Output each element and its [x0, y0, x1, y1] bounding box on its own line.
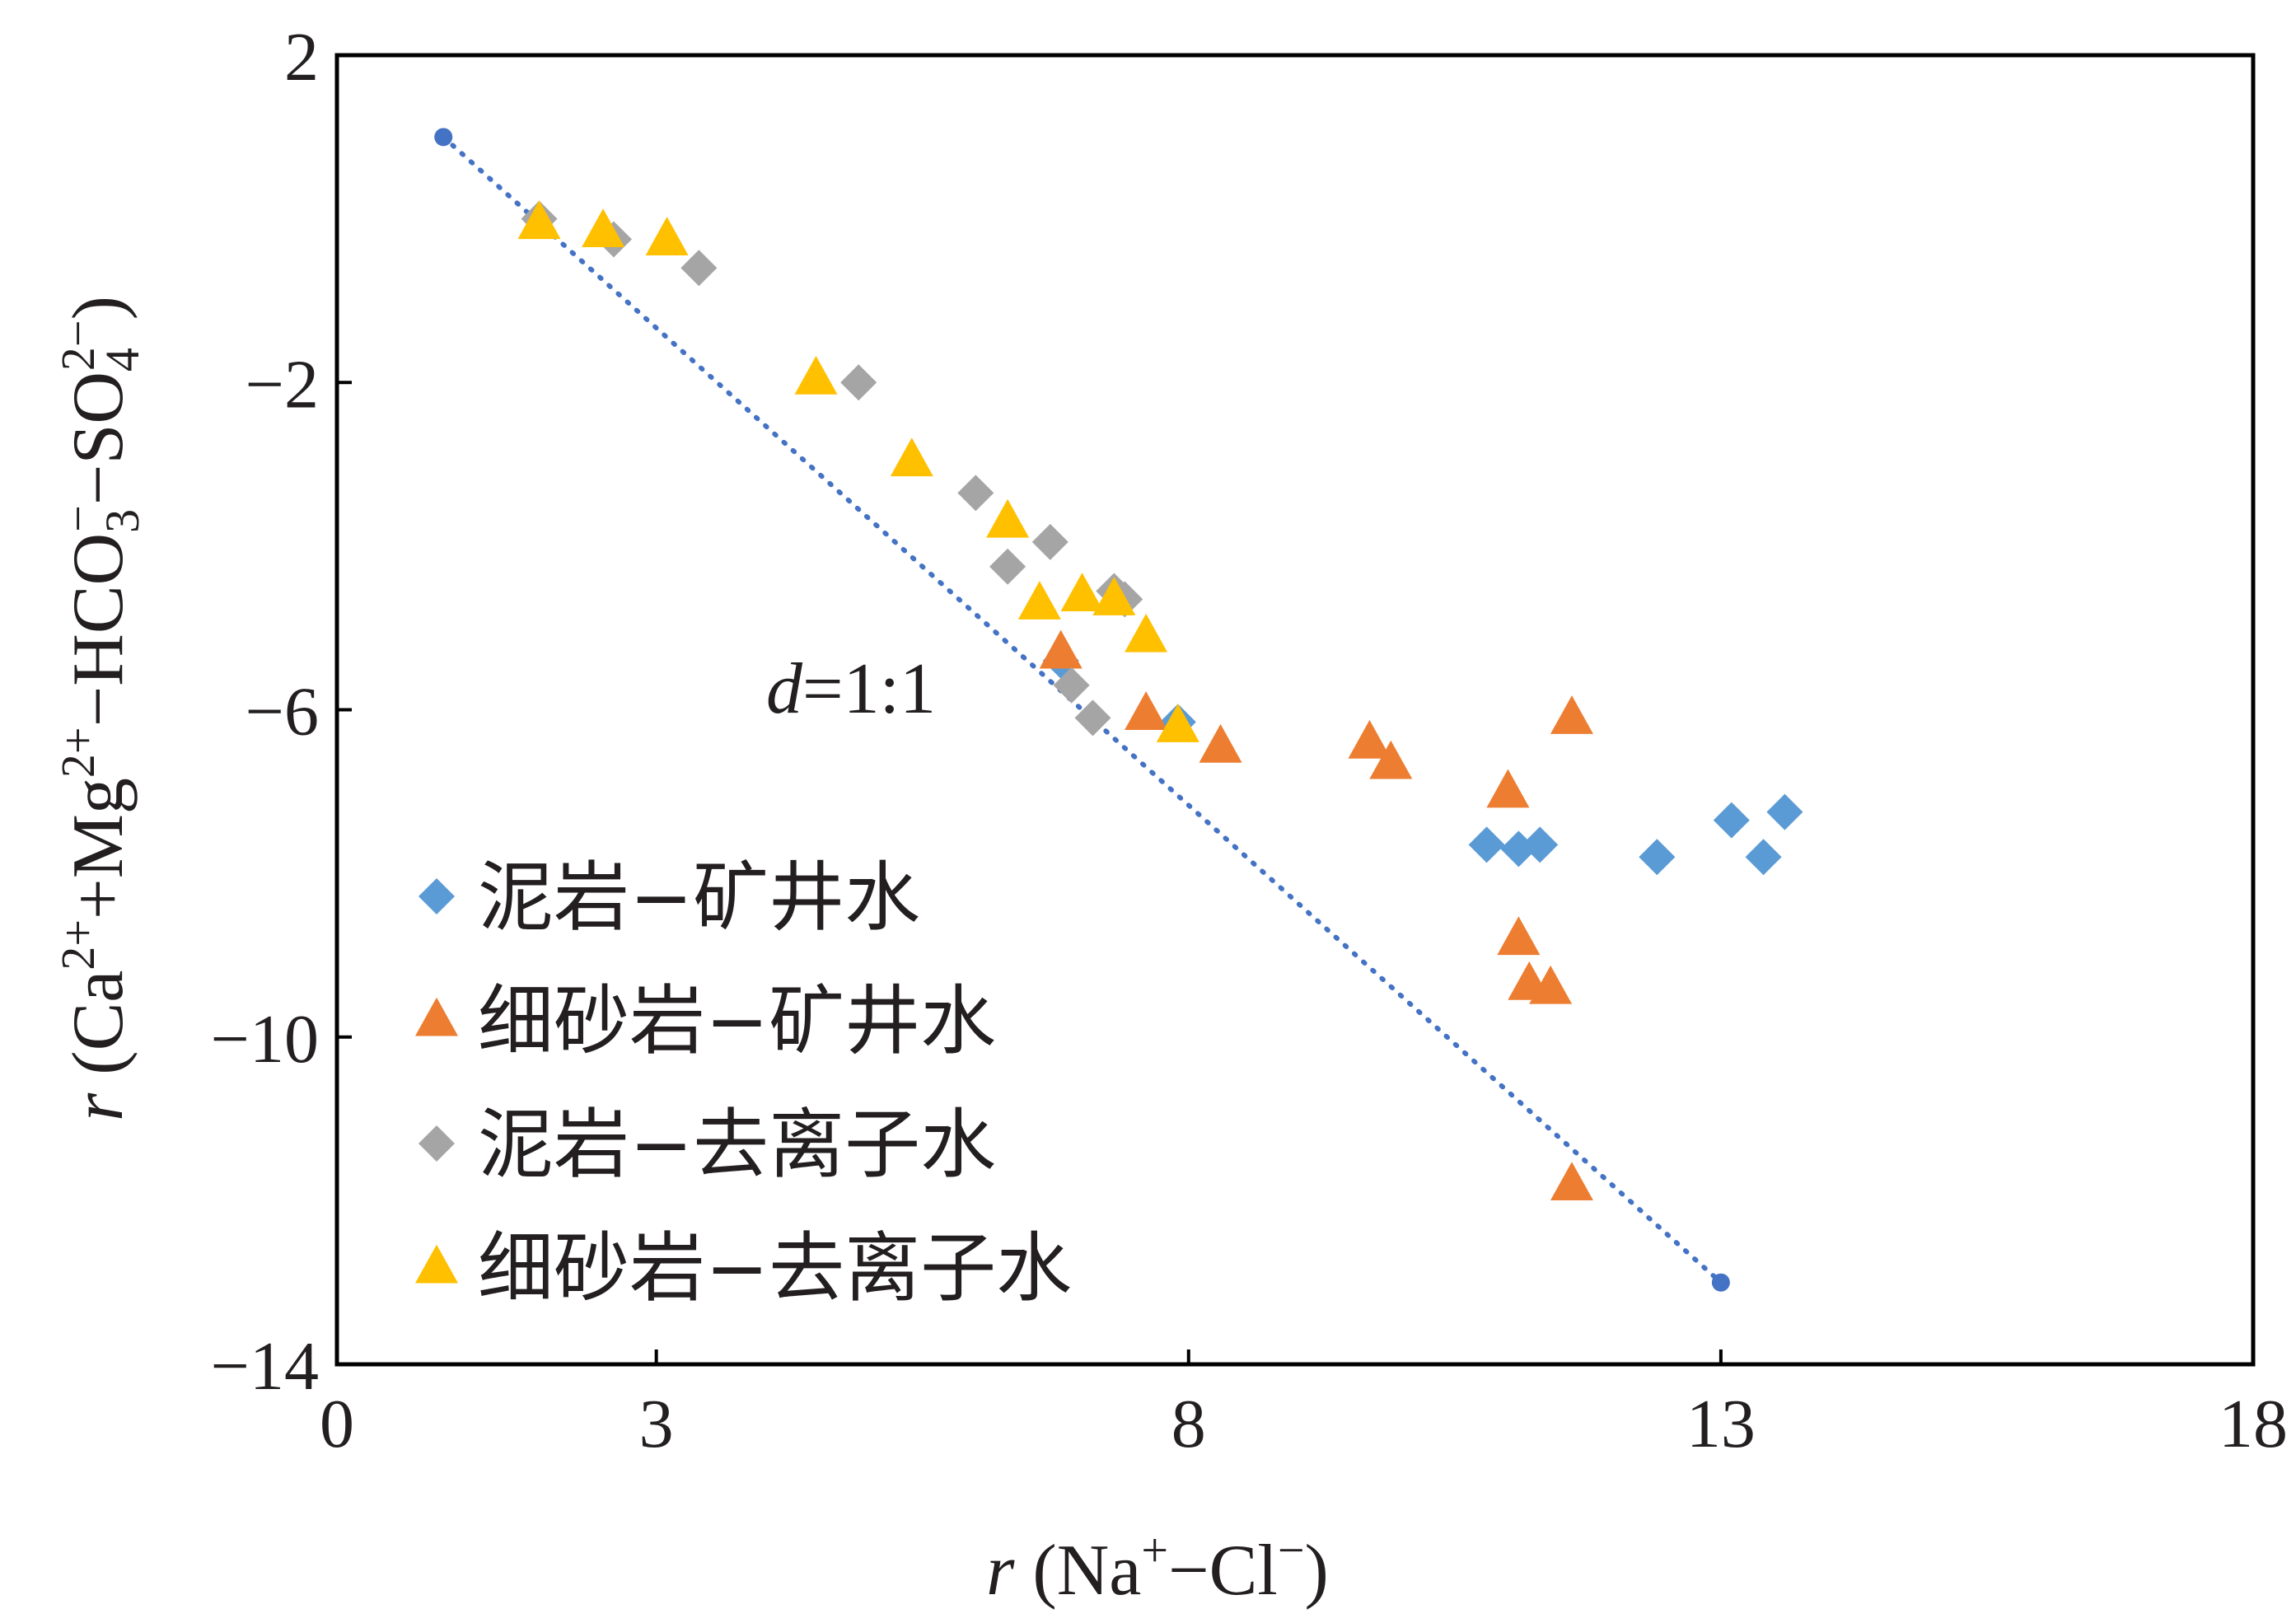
- data-point: [1199, 723, 1242, 763]
- data-point: [1053, 667, 1090, 704]
- y-tick-label: −14: [211, 1328, 319, 1405]
- reference-line-end-point: [1711, 1273, 1730, 1292]
- data-point: [1745, 839, 1782, 876]
- legend-label: 泥岩−矿井水: [478, 854, 920, 942]
- y-axis: 2 −2 −6 −10 −14: [211, 19, 352, 1405]
- x-tick-label: 8: [1171, 1386, 1206, 1462]
- legend-label: 泥岩−去离子水: [478, 1101, 996, 1189]
- reference-line-label-rest: =1:1: [802, 649, 936, 729]
- legend-marker: [415, 1244, 458, 1284]
- data-point: [989, 548, 1026, 585]
- reference-line: [441, 134, 1723, 1285]
- data-point: [1017, 581, 1061, 620]
- legend-marker: [415, 997, 458, 1036]
- data-point: [1348, 719, 1391, 759]
- data-point: [680, 250, 718, 287]
- data-point: [1550, 695, 1593, 734]
- data-point: [1369, 740, 1413, 779]
- reference-line-label: d=1:1: [766, 649, 936, 729]
- data-points-layer: [517, 200, 1803, 1201]
- data-point: [840, 364, 877, 401]
- data-point: [1039, 629, 1083, 669]
- data-point: [1031, 523, 1069, 560]
- legend-label: 细砂岩−矿井水: [478, 977, 996, 1065]
- data-point: [1713, 802, 1750, 839]
- legend-marker: [419, 878, 455, 914]
- y-tick-label: 2: [284, 19, 319, 96]
- x-axis-title: r (Na+−Cl−): [986, 1523, 1329, 1611]
- series-4: [517, 200, 1199, 742]
- data-point: [794, 355, 838, 395]
- data-point: [1550, 1162, 1593, 1201]
- data-point: [1074, 699, 1111, 737]
- x-tick-label: 3: [639, 1386, 674, 1462]
- series-1: [1042, 642, 1803, 876]
- data-point: [1766, 793, 1803, 830]
- reference-line-start-point: [434, 128, 453, 147]
- y-axis-title: r (Ca2++Mg2+−HCO3−−SO42−): [51, 296, 149, 1121]
- data-point: [1156, 704, 1199, 742]
- y-tick-label: −6: [245, 674, 319, 751]
- y-tick-label: −2: [245, 346, 319, 423]
- data-point: [1486, 769, 1530, 808]
- data-point: [1125, 691, 1168, 730]
- data-point: [1639, 839, 1676, 876]
- x-tick-label: 18: [2219, 1386, 2288, 1462]
- data-point: [1125, 613, 1168, 652]
- y-tick-label: −10: [211, 1001, 319, 1078]
- x-axis: 0 3 8 13 18: [320, 1349, 2288, 1462]
- legend-marker: [419, 1125, 455, 1162]
- data-point: [986, 498, 1030, 538]
- data-point: [1500, 830, 1537, 868]
- data-point: [645, 217, 689, 255]
- x-tick-label: 13: [1686, 1386, 1756, 1462]
- data-point: [1522, 826, 1559, 863]
- data-point: [957, 475, 994, 512]
- data-point: [1529, 965, 1573, 1004]
- reference-line-label-var: d: [766, 649, 803, 729]
- series-2: [1039, 629, 1593, 1201]
- reference-line-layer: [434, 128, 1730, 1292]
- data-point: [517, 200, 561, 240]
- data-point: [582, 208, 625, 248]
- legend-label: 细砂岩−去离子水: [478, 1224, 1072, 1312]
- data-point: [1468, 826, 1505, 863]
- data-point: [890, 437, 933, 477]
- data-point: [1092, 577, 1136, 615]
- data-point: [1060, 573, 1104, 611]
- data-point: [1497, 916, 1541, 956]
- x-tick-label: 0: [320, 1386, 354, 1462]
